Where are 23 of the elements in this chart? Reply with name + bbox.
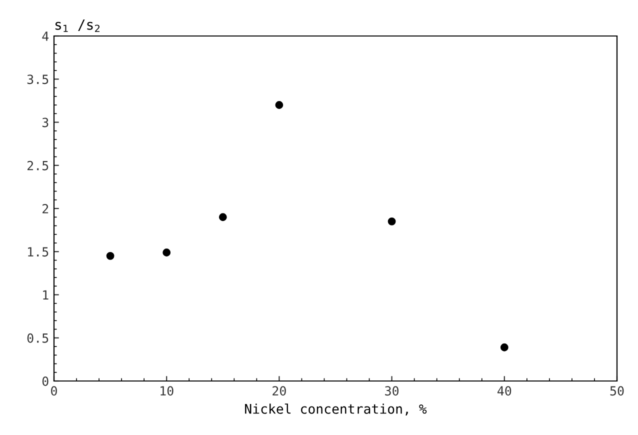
y-axis-title: s$_{1}$ /s$_{2}$ — [55, 20, 100, 32]
x-tick-label: 50 — [610, 386, 624, 396]
y-tick-label: 0 — [42, 376, 48, 386]
x-axis-title: Nickel concentration, % — [245, 404, 427, 416]
point — [218, 213, 227, 222]
y-tick-label: 1 — [43, 290, 48, 300]
y-tick-label: 3.5 — [27, 74, 48, 84]
y-tick-label: 0.5 — [27, 333, 48, 343]
y-tick-label: 2.5 — [27, 160, 48, 170]
x-tick-label: 30 — [385, 386, 399, 396]
x-tick-label: 0 — [51, 386, 57, 396]
x-tick-label: 40 — [498, 386, 512, 396]
x-tick-label: 20 — [272, 386, 286, 396]
y-tick-label: 1.5 — [28, 247, 48, 257]
point — [500, 343, 508, 352]
y-tick-label: 3 — [42, 118, 48, 128]
y-tick-label: 2 — [42, 204, 48, 214]
point — [106, 252, 114, 260]
point — [388, 217, 396, 226]
x-tick-label: 10 — [160, 386, 174, 396]
point — [162, 248, 171, 256]
point — [275, 101, 284, 109]
y-tick-label: 4 — [42, 32, 49, 41]
